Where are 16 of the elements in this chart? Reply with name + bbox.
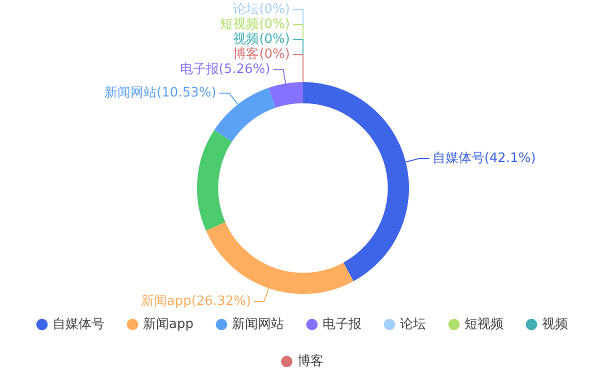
category-label: 论坛(0%)	[233, 2, 290, 18]
legend-label: 论坛	[400, 316, 426, 332]
category-label: 电子报(5.26%)	[180, 62, 270, 78]
legend-label: 新闻app	[143, 316, 194, 332]
category-label: 新闻app(26.32%)	[140, 294, 252, 309]
legend-label: 博客	[297, 352, 324, 369]
legend-label: 新闻网站	[232, 316, 284, 332]
category-label: 自媒体号(42.1%)	[432, 150, 536, 166]
legend-label: 视频	[542, 316, 568, 332]
legend-label: 电子报	[322, 316, 362, 332]
category-label: 短视频(0%)	[220, 17, 290, 32]
category-label: 新闻网站(10.53%)	[104, 86, 216, 101]
category-label: 博客(0%)	[233, 47, 290, 62]
legend-label: 自媒体号	[52, 316, 105, 332]
legend-label: 短视频	[464, 316, 504, 332]
category-label: 视频(0%)	[233, 32, 290, 48]
